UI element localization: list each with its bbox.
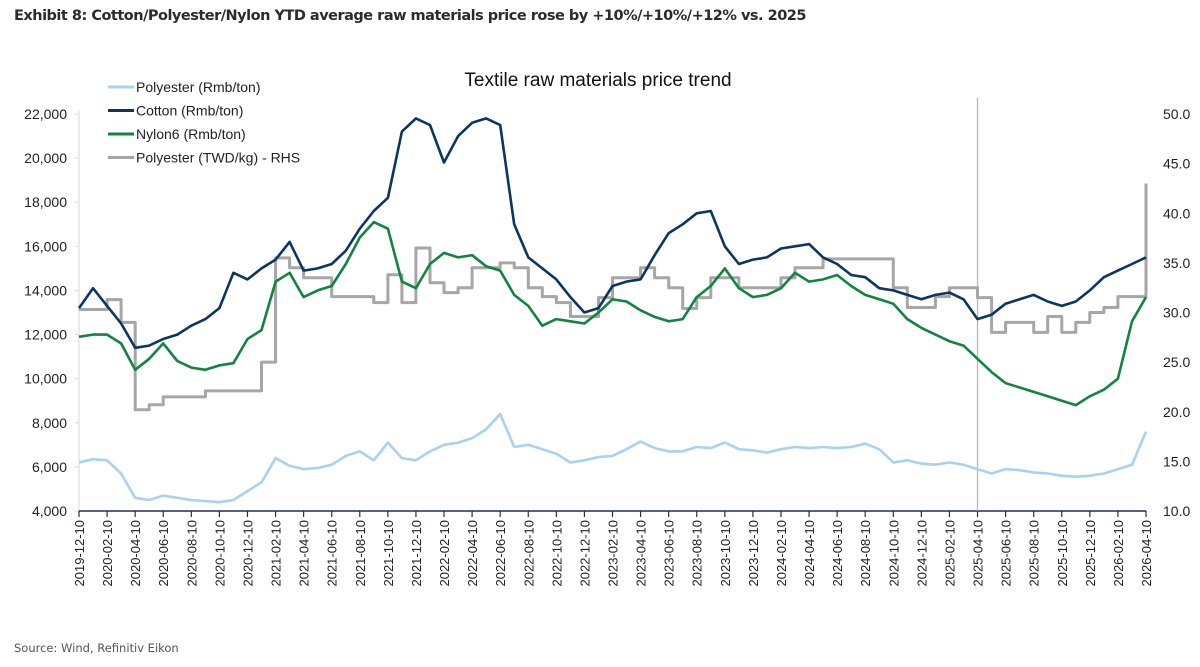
x-tick-label: 2022-02-10 xyxy=(437,520,452,587)
legend-label: Cotton (Rmb/ton) xyxy=(136,103,243,119)
x-tick-label: 2021-06-10 xyxy=(325,520,340,587)
y-tick-label: 16,000 xyxy=(24,238,67,254)
x-tick-label: 2024-10-10 xyxy=(886,520,901,587)
legend-item: Nylon6 (Rmb/ton) xyxy=(108,126,246,142)
y2-tick-label: 25.0 xyxy=(1163,354,1190,370)
series-line-polyester-rmb-ton xyxy=(78,412,1148,504)
x-tick-label: 2020-06-10 xyxy=(156,520,171,587)
x-tick-label: 2023-02-10 xyxy=(606,520,621,587)
x-tick-label: 2022-04-10 xyxy=(465,520,480,587)
legend-label: Polyester (TWD/kg) - RHS xyxy=(136,150,300,166)
x-tick-label: 2020-10-10 xyxy=(212,520,227,587)
chart-title: Textile raw materials price trend xyxy=(464,70,731,91)
x-tick-label: 2025-12-10 xyxy=(1083,520,1098,587)
x-tick-label: 2023-08-10 xyxy=(690,520,705,587)
x-tick-label: 2021-10-10 xyxy=(381,520,396,587)
x-tick-label: 2024-06-10 xyxy=(830,520,845,587)
series-line-nylon6-rmb-ton xyxy=(78,220,1148,407)
exhibit-title: Exhibit 8: Cotton/Polyester/Nylon YTD av… xyxy=(14,8,806,24)
series-line-polyester-twd-kg-rhs xyxy=(79,183,1148,412)
x-tick-label: 2020-12-10 xyxy=(240,520,255,587)
y-tick-label: 12,000 xyxy=(24,327,67,343)
x-tick-label: 2026-04-10 xyxy=(1139,520,1154,587)
series-lines xyxy=(77,117,1148,504)
y-tick-label: 20,000 xyxy=(24,150,67,166)
y-tick-label: 10,000 xyxy=(24,371,67,387)
y2-tick-label: 10.0 xyxy=(1163,503,1190,519)
x-tick-label: 2025-02-10 xyxy=(942,520,957,587)
y-tick-label: 8,000 xyxy=(32,415,67,431)
y-tick-label: 14,000 xyxy=(24,282,67,298)
legend-label: Nylon6 (Rmb/ton) xyxy=(136,126,246,142)
x-tick-label: 2023-12-10 xyxy=(746,520,761,587)
legend-label: Polyester (Rmb/ton) xyxy=(136,79,260,95)
y-tick-label: 18,000 xyxy=(24,194,67,210)
legend-item: Polyester (Rmb/ton) xyxy=(108,79,260,95)
x-tick-label: 2020-04-10 xyxy=(128,520,143,587)
y2-tick-label: 30.0 xyxy=(1163,305,1190,321)
y2-tick-label: 45.0 xyxy=(1163,156,1190,172)
y2-tick-label: 40.0 xyxy=(1163,205,1190,221)
x-tick-label: 2021-08-10 xyxy=(353,520,368,587)
x-tick-label: 2022-08-10 xyxy=(521,520,536,587)
y-tick-label: 22,000 xyxy=(24,106,67,122)
series-line-cotton-rmb-ton xyxy=(77,117,1147,350)
x-tick-label: 2022-12-10 xyxy=(577,520,592,587)
legend-item: Cotton (Rmb/ton) xyxy=(108,103,243,119)
y2-tick-label: 50.0 xyxy=(1163,106,1190,122)
source-note: Source: Wind, Refinitiv Eikon xyxy=(14,641,179,655)
x-tick-label: 2020-02-10 xyxy=(100,520,115,587)
y-tick-label: 6,000 xyxy=(32,459,67,475)
y2-tick-label: 15.0 xyxy=(1163,453,1190,469)
x-tick-label: 2021-02-10 xyxy=(269,520,284,587)
legend: Polyester (Rmb/ton) Cotton (Rmb/ton) Nylon… xyxy=(108,79,300,166)
axes: 4,000 6,000 8,000 10,000 12,000 14,000 16,000 1… xyxy=(24,106,1190,587)
x-tick-label: 2022-06-10 xyxy=(493,520,508,587)
x-tick-label: 2026-02-10 xyxy=(1111,520,1126,587)
x-tick-label: 2020-08-10 xyxy=(184,520,199,587)
x-tick-label: 2022-10-10 xyxy=(549,520,564,587)
x-tick-label: 2021-04-10 xyxy=(297,520,312,587)
y2-tick-label: 20.0 xyxy=(1163,404,1190,420)
x-tick-label: 2021-12-10 xyxy=(409,520,424,587)
x-tick-label: 2023-10-10 xyxy=(718,520,733,587)
x-tick-label: 2025-08-10 xyxy=(1027,520,1042,587)
x-tick-label: 2019-12-10 xyxy=(72,520,87,587)
y-tick-label: 4,000 xyxy=(32,503,67,519)
chart: Textile raw materials price trend 4,000 6… xyxy=(24,70,1190,587)
x-tick-label: 2025-06-10 xyxy=(999,520,1014,587)
legend-item: Polyester (TWD/kg) - RHS xyxy=(108,150,300,166)
y2-tick-label: 35.0 xyxy=(1163,255,1190,271)
x-tick-label: 2024-12-10 xyxy=(914,520,929,587)
x-tick-label: 2025-04-10 xyxy=(971,520,986,587)
x-tick-label: 2024-08-10 xyxy=(858,520,873,587)
x-tick-label: 2023-04-10 xyxy=(634,520,649,587)
x-tick-label: 2024-04-10 xyxy=(802,520,817,587)
x-tick-label: 2025-10-10 xyxy=(1055,520,1070,587)
x-tick-label: 2024-02-10 xyxy=(774,520,789,587)
x-tick-label: 2023-06-10 xyxy=(662,520,677,587)
